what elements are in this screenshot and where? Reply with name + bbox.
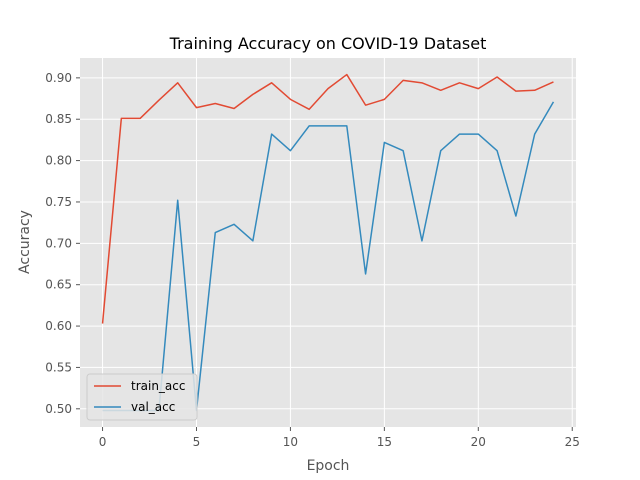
x-tick-label: 5 <box>193 435 201 449</box>
legend-label-val-acc: val_acc <box>131 400 175 414</box>
series-line-val-acc <box>102 101 555 412</box>
x-tick-label: 10 <box>283 435 298 449</box>
y-tick-label: 0.70 <box>45 236 72 250</box>
plot-background <box>80 58 576 427</box>
x-axis-label: Epoch <box>307 458 350 474</box>
x-tick-label: 15 <box>377 435 392 449</box>
x-tick-label: 25 <box>565 435 580 449</box>
y-tick-label: 0.60 <box>45 319 72 333</box>
y-tick-label: 0.65 <box>45 278 72 292</box>
axis-ticks: 0.50 0.55 0.60 0.65 0.70 0.75 0.80 0.85 0.90 0 5 10… <box>45 71 580 449</box>
y-tick-label: 0.90 <box>45 71 72 85</box>
y-tick-label: 0.80 <box>45 154 72 168</box>
chart-title: Training Accuracy on COVID-19 Dataset <box>169 34 487 53</box>
y-tick-label: 0.75 <box>45 195 72 209</box>
legend-label-train-acc: train_acc <box>131 379 185 393</box>
y-axis-label: Accuracy <box>17 210 33 274</box>
x-tick-label: 0 <box>99 435 107 449</box>
grid-lines <box>80 58 576 427</box>
series-line-train-acc <box>101 73 554 324</box>
x-tick-label: 20 <box>471 435 486 449</box>
series-lines <box>101 73 555 412</box>
y-tick-label: 0.85 <box>45 112 72 126</box>
y-tick-label: 0.50 <box>45 402 72 416</box>
y-tick-label: 0.55 <box>45 360 72 374</box>
legend: train_acc val_acc <box>86 373 198 421</box>
